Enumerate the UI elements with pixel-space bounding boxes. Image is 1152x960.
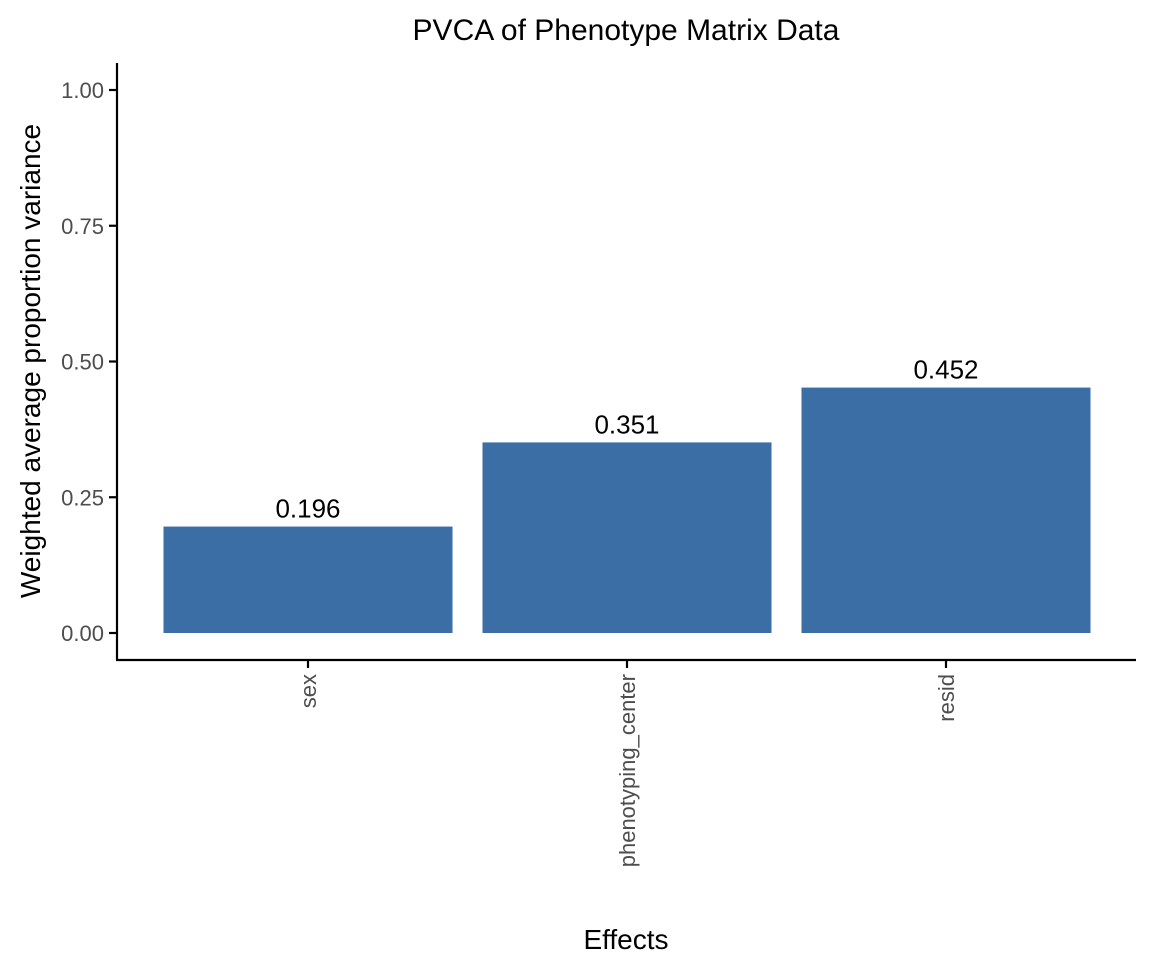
plot-area: 0.00 0.25 0.50 0.75 1.00 0.196 sex 0.351 phenoty… [61,78,1091,867]
bar-value-label: 0.452 [913,355,978,385]
bar-value-label: 0.351 [594,409,659,439]
chart-title: PVCA of Phenotype Matrix Data [413,14,840,47]
y-tick-label: 1.00 [61,78,104,103]
x-axis-title: Effects [583,924,668,955]
y-tick-label: 0.75 [61,214,104,239]
y-tick-label: 0.50 [61,350,104,375]
bar-sex [163,526,453,633]
y-tick-label: 0.25 [61,485,104,510]
x-tick-label: resid [934,674,959,722]
bar-value-label: 0.196 [275,494,340,524]
bar-phenotyping-center [482,442,772,633]
bar-resid [801,387,1091,633]
y-axis-title: Weighted average proportion variance [15,124,46,598]
y-tick-label: 0.00 [61,621,104,646]
x-tick-label: sex [296,674,321,708]
x-tick-label: phenotyping_center [615,674,640,867]
